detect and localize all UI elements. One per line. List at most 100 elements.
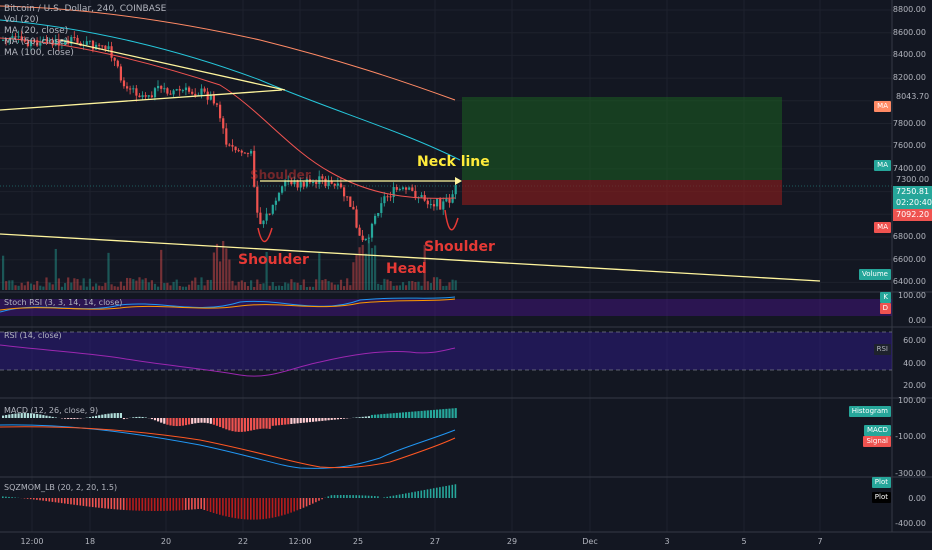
ma100-legend[interactable]: MA (100, close) [4, 48, 74, 58]
candle-body [150, 95, 153, 98]
macd-histogram-bar [383, 413, 386, 418]
lower-trendline[interactable] [0, 233, 821, 282]
candle-body [175, 89, 178, 91]
macd-histogram-bar [163, 418, 166, 424]
sqzmom-bar [48, 498, 51, 502]
volume-bar [141, 279, 144, 290]
volume-bar [333, 284, 336, 290]
macd-histogram-bar [398, 412, 401, 418]
sqzmom-bar [355, 495, 357, 498]
sqzmom-title[interactable]: SQZMOM_LB (20, 2, 20, 1.5) [4, 483, 118, 492]
volume-bar [411, 280, 414, 290]
macd-histogram-bar [380, 414, 383, 418]
sqzmom-bar [175, 498, 178, 511]
volume-bar [355, 254, 358, 290]
candle-body [26, 41, 29, 47]
macd-histogram-bar [429, 410, 432, 418]
macd-title[interactable]: MACD (12, 26, close, 9) [4, 406, 99, 415]
macd-histogram-bar [436, 409, 439, 418]
macd-tag: MACD [864, 425, 891, 436]
volume-bar [181, 286, 184, 290]
candle-body [73, 37, 76, 39]
macd-histogram-bar [45, 415, 48, 418]
left-shoulder-label[interactable]: Shoulder [238, 252, 309, 268]
volume-bar [57, 278, 60, 290]
macd-histogram-bar [312, 418, 315, 422]
vol-legend[interactable]: Vol (20) [4, 15, 39, 25]
sqzmom-bar [401, 493, 404, 498]
sqz-plot-tag-2: Plot [871, 492, 891, 503]
macd-tick-neg300: -300.00 [895, 469, 926, 478]
target-zone[interactable] [462, 97, 782, 180]
macd-histogram-bar [274, 418, 277, 426]
volume-bar [113, 286, 116, 290]
right-shoulder-label[interactable]: Shoulder [424, 239, 495, 255]
volume-bar [11, 280, 14, 290]
macd-histogram-bar [386, 413, 389, 418]
neck-line-arrow [455, 177, 462, 185]
candle-body [101, 45, 104, 47]
volume-bar [104, 282, 107, 290]
sqzmom-bar [405, 493, 407, 498]
macd-histogram-bar [20, 413, 23, 418]
volume-bar [346, 278, 349, 290]
stoch-rsi-title[interactable]: Stoch RSI (3, 3, 14, 14, close) [4, 298, 123, 307]
candle-body [253, 150, 256, 187]
sqzmom-bar [454, 484, 457, 498]
target-price-tag: 8043.70 [893, 91, 932, 103]
candle-body [228, 144, 231, 146]
candle-body [172, 90, 175, 95]
macd-histogram-bar [246, 418, 250, 432]
volume-bar [442, 286, 445, 290]
volume-bar [451, 279, 454, 290]
volume-bar [64, 283, 67, 290]
candle-body [281, 186, 284, 193]
sqzmom-bar [194, 498, 196, 510]
candle-body [401, 187, 405, 190]
macd-histogram-bar [132, 417, 135, 418]
macd-histogram-bar [262, 418, 265, 429]
candle-body [405, 187, 408, 190]
sqzmom-bar [411, 492, 413, 498]
volume-bars [2, 239, 457, 290]
volume-bar [91, 286, 95, 290]
macd-histogram-bar [104, 414, 107, 418]
sqzmom-bar [299, 498, 302, 510]
flag-trendline[interactable] [0, 89, 283, 111]
rsi-title[interactable]: RSI (14, close) [4, 331, 62, 340]
sqzmom-bar [246, 498, 249, 520]
macd-histogram-bar [8, 414, 11, 418]
sqzmom-bar [110, 498, 113, 509]
candle-body [147, 95, 150, 97]
candle-body [259, 212, 262, 225]
volume-bar [8, 280, 11, 290]
price-tick: 8400.00 [892, 50, 926, 60]
neck-line-label[interactable]: Neck line [417, 154, 490, 170]
price-tick: 7600.00 [892, 141, 926, 151]
stop-zone[interactable] [462, 180, 782, 205]
upper-trendline[interactable] [59, 39, 286, 91]
candle-body [129, 88, 132, 90]
volume-bar [290, 279, 293, 290]
macd-histogram-bar [377, 414, 380, 418]
macd-histogram-bar [253, 418, 256, 430]
head-label[interactable]: Head [386, 261, 427, 277]
volume-bar [36, 280, 39, 290]
volume-bar [212, 252, 215, 290]
sqzmom-bar [274, 498, 277, 518]
sqzmom-bar [352, 495, 354, 498]
signal-line [0, 426, 456, 469]
sqzmom-bar [432, 488, 435, 498]
ma20-legend[interactable]: MA (20, close) [4, 26, 69, 36]
volume-bar [293, 282, 296, 290]
symbol-title[interactable]: Bitcoin / U.S. Dollar, 240, COINBASE [4, 4, 167, 14]
volume-bar [70, 282, 73, 290]
volume-bar [277, 285, 281, 290]
sqzmom-bar [253, 498, 255, 520]
macd-histogram-bar [122, 418, 126, 420]
volume-bar [349, 285, 352, 290]
macd-histogram-bar [212, 418, 215, 425]
candlesticks[interactable] [2, 30, 457, 244]
ma50-legend[interactable]: MA (50, close) [4, 37, 69, 47]
